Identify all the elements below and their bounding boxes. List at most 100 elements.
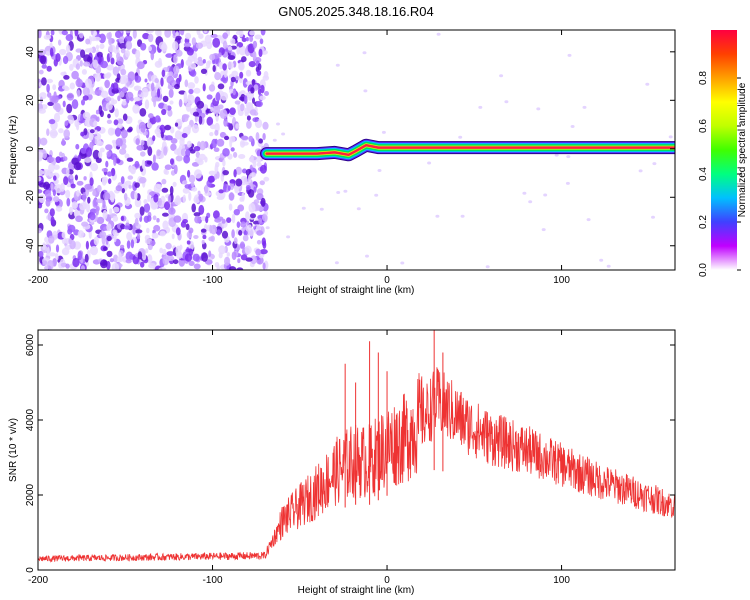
- noise-blob: [66, 92, 75, 101]
- noise-speck: [586, 218, 591, 222]
- noise-blob: [214, 122, 220, 133]
- noise-blob: [53, 164, 60, 170]
- noise-blob: [121, 100, 127, 106]
- noise-blob: [186, 140, 192, 148]
- noise-blob: [98, 33, 106, 44]
- noise-blob: [46, 246, 50, 257]
- noise-blob: [188, 191, 192, 201]
- noise-blob: [231, 229, 235, 239]
- noise-blob: [125, 30, 131, 34]
- noise-speck: [485, 265, 490, 269]
- noise-blob: [206, 116, 214, 126]
- noise-blob: [106, 64, 114, 71]
- snr-xtick-label: -100: [203, 575, 223, 586]
- noise-blob: [174, 197, 182, 206]
- noise-blob: [71, 70, 79, 80]
- noise-blob: [112, 66, 120, 76]
- noise-blob: [113, 156, 117, 166]
- noise-blob: [218, 61, 224, 70]
- noise-blob: [235, 76, 240, 81]
- noise-blob: [256, 239, 262, 245]
- noise-blob: [214, 129, 219, 136]
- noise-blob: [154, 78, 159, 84]
- noise-blob: [48, 252, 56, 257]
- noise-blob: [199, 140, 206, 151]
- noise-blob: [41, 77, 47, 86]
- noise-blob: [112, 229, 118, 236]
- noise-blob: [210, 124, 216, 130]
- noise-blob: [108, 44, 116, 53]
- noise-blob: [81, 221, 89, 227]
- noise-blob: [254, 34, 262, 40]
- colorbar-tick-label: 0.4: [698, 167, 709, 181]
- noise-blob: [233, 209, 240, 216]
- noise-blob: [193, 235, 199, 239]
- noise-blob: [198, 33, 204, 39]
- noise-blob: [175, 155, 183, 162]
- noise-blob: [193, 212, 201, 217]
- noise-blob: [256, 230, 263, 236]
- noise-blob: [247, 189, 255, 198]
- noise-blob: [117, 95, 121, 102]
- colorbar: 0.0 0.2 0.4 0.6 0.8 Normalized spectral ampl…: [698, 30, 748, 277]
- noise-blob: [44, 236, 50, 243]
- noise-blob: [121, 129, 128, 139]
- noise-blob: [126, 157, 134, 162]
- noise-blob: [185, 102, 192, 112]
- spectrogram-xtick-label: -200: [28, 275, 48, 286]
- noise-blob: [236, 42, 244, 48]
- noise-blob: [65, 34, 74, 42]
- noise-blob: [77, 154, 82, 162]
- noise-blob: [237, 204, 245, 212]
- noise-blob: [53, 112, 61, 123]
- noise-blob: [134, 182, 140, 188]
- noise-blob: [215, 114, 219, 122]
- noise-blob: [76, 190, 80, 197]
- noise-blob: [62, 156, 68, 162]
- noise-blob: [188, 174, 196, 183]
- noise-blob: [47, 92, 52, 98]
- noise-blob: [96, 198, 104, 204]
- noise-blob: [100, 60, 108, 69]
- noise-blob: [85, 240, 89, 250]
- noise-blob: [152, 135, 156, 142]
- noise-speck: [606, 264, 611, 268]
- noise-blob: [227, 46, 233, 51]
- noise-blob: [42, 169, 51, 176]
- noise-blob: [70, 183, 76, 189]
- noise-blob: [80, 131, 85, 137]
- noise-blob: [196, 100, 205, 109]
- noise-speck: [458, 135, 463, 139]
- noise-blob: [145, 30, 154, 34]
- noise-blob: [99, 43, 105, 50]
- noise-blob: [75, 215, 83, 223]
- noise-blob: [54, 102, 61, 113]
- noise-blob: [55, 244, 60, 253]
- noise-blob: [203, 30, 208, 34]
- noise-blob: [79, 60, 83, 67]
- noise-blob: [193, 263, 201, 270]
- noise-blob: [99, 147, 105, 153]
- noise-blob: [226, 217, 232, 224]
- snr-y-label: SNR (10 * v/v): [8, 418, 19, 482]
- noise-blob: [175, 227, 181, 236]
- noise-blob: [48, 163, 55, 173]
- noise-blob: [136, 61, 145, 70]
- noise-blob: [54, 184, 63, 194]
- noise-blob: [164, 124, 172, 131]
- noise-blob: [170, 138, 178, 144]
- noise-blob: [178, 99, 183, 108]
- noise-blob: [178, 74, 182, 82]
- noise-blob: [242, 234, 249, 242]
- snr-ytick-label: 2000: [25, 483, 36, 506]
- noise-blob: [247, 224, 252, 231]
- noise-blob: [125, 259, 132, 264]
- noise-blob: [245, 257, 253, 262]
- noise-blob: [79, 202, 87, 211]
- noise-speck: [374, 193, 379, 197]
- noise-blob: [98, 151, 103, 159]
- noise-blob: [182, 219, 189, 224]
- spectrogram-ytick-label: 0: [25, 146, 36, 152]
- noise-blob: [250, 155, 254, 163]
- noise-blob: [123, 74, 129, 84]
